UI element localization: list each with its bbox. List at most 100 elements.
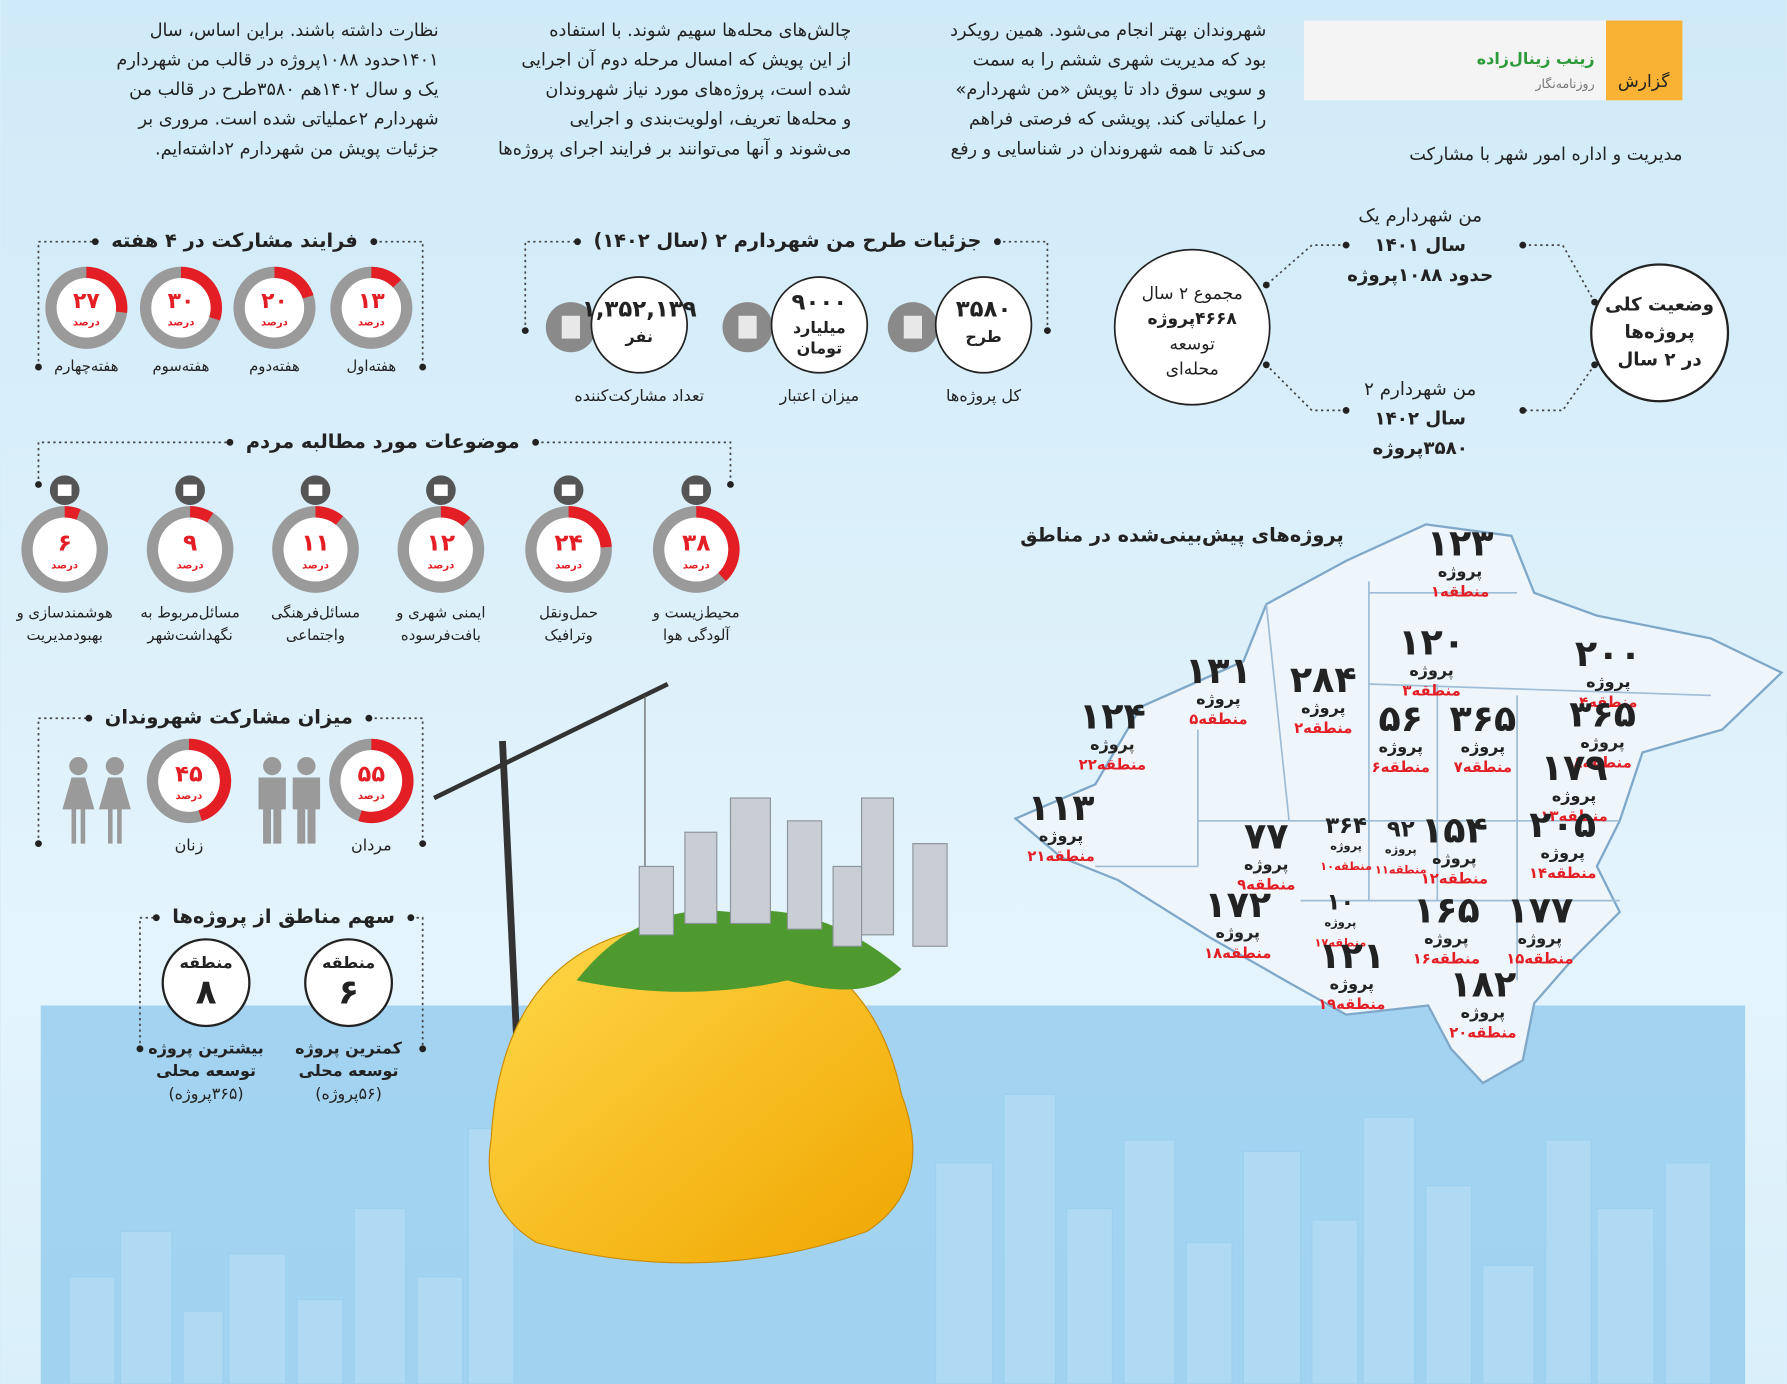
percent-unit: درصد bbox=[177, 559, 204, 571]
topic-label: واجتماعی bbox=[286, 627, 345, 644]
connector-dot bbox=[532, 439, 539, 446]
share-caption: (۳۶۵پروژه) bbox=[168, 1084, 243, 1104]
region-unit: پروژه bbox=[1244, 854, 1288, 874]
page: من شهردارم html, body { margin: 0; paddi… bbox=[0, 0, 1787, 1384]
article-line: و محله‌ها تعریف، اولویت‌بندی و اجرایی bbox=[570, 110, 852, 130]
person-head bbox=[69, 757, 87, 775]
donut-value: ۶ bbox=[58, 529, 72, 556]
detail-label: تعداد مشارکت‌کننده bbox=[574, 386, 704, 406]
article-line: و سویی سوق داد تا پویش «من شهردارم» bbox=[956, 80, 1267, 100]
section-title: فرایند مشارکت در ۴ هفته bbox=[111, 229, 358, 252]
helmet-building bbox=[730, 798, 770, 923]
person-head bbox=[297, 757, 315, 775]
skyline-building bbox=[1312, 1220, 1358, 1384]
percent-unit: درصد bbox=[358, 317, 385, 329]
detail-number: ۱,۳۵۲,۱۳۹ bbox=[582, 297, 697, 323]
region-zone: منطقه۱۰ bbox=[1320, 859, 1372, 873]
share-caption: کمترین پروژه bbox=[295, 1038, 402, 1058]
connector-dot bbox=[370, 238, 377, 245]
skyline-building bbox=[121, 1231, 172, 1384]
week-label: هفته‌چهارم bbox=[54, 358, 119, 375]
region-unit: پروژه bbox=[1461, 737, 1505, 757]
connector-dot bbox=[419, 840, 426, 847]
region-count: ۱۱۳ bbox=[1028, 786, 1095, 829]
detail-icon-glyph bbox=[738, 316, 756, 339]
skyline-building bbox=[354, 1208, 405, 1384]
region-zone: منطقه۶ bbox=[1372, 759, 1430, 776]
region-count: ۱۷۲ bbox=[1204, 883, 1271, 926]
region-unit: پروژه bbox=[1379, 737, 1423, 757]
connector-dot bbox=[137, 1045, 144, 1052]
connector-dot bbox=[419, 364, 426, 371]
region-unit: پروژه bbox=[1385, 842, 1417, 856]
region-unit: پروژه bbox=[1424, 928, 1468, 948]
region-count: ۱۷۷ bbox=[1507, 889, 1574, 932]
skyline-building bbox=[1665, 1163, 1711, 1384]
region-count: ۲۰۵ bbox=[1529, 803, 1596, 846]
percent-unit: درصد bbox=[51, 559, 78, 571]
article-line: جزئیات پویش من شهردارم ۲داشته‌ایم. bbox=[155, 139, 439, 159]
topic-label: مسائل‌مربوط به bbox=[140, 604, 239, 621]
overview-first: حدود ۱۰۸۸پروژه bbox=[1347, 265, 1493, 286]
region-unit: پروژه bbox=[1330, 974, 1374, 994]
article-line: نظارت داشته باشند. براین اساس، سال bbox=[150, 21, 439, 41]
role: روزنامه‌نگار bbox=[1534, 76, 1594, 92]
overview-total: محله‌ای bbox=[1166, 359, 1219, 379]
connector-dot bbox=[419, 1045, 426, 1052]
region-zone: منطقه۱۹ bbox=[1318, 996, 1385, 1013]
week-label: هفته‌دوم bbox=[249, 358, 300, 375]
region-unit: پروژه bbox=[1039, 826, 1083, 846]
region-unit: پروژه bbox=[1461, 1003, 1505, 1023]
connector-dot bbox=[227, 439, 234, 446]
region-zone: منطقه۱۲ bbox=[1421, 871, 1488, 888]
donut-value: ۱۲ bbox=[427, 529, 455, 556]
skyline-building bbox=[1067, 1208, 1113, 1384]
connector-dot bbox=[365, 715, 372, 722]
skyline-building bbox=[1546, 1140, 1592, 1384]
overview-second: ۳۵۸۰پروژه bbox=[1373, 438, 1468, 459]
skyline-building bbox=[229, 1254, 286, 1384]
donut-value: ۳۸ bbox=[682, 529, 710, 556]
donut-value: ۴۵ bbox=[175, 762, 203, 788]
connector-dot bbox=[1263, 282, 1270, 289]
percent-unit: درصد bbox=[73, 317, 100, 329]
topic-label: بافت‌فرسوده bbox=[401, 627, 481, 644]
region-zone: منطقه۵ bbox=[1189, 711, 1247, 728]
donut-value: ۲۰ bbox=[261, 289, 288, 314]
region-count: ۱۲۳ bbox=[1427, 521, 1494, 564]
section-title: میزان مشارکت شهروندان bbox=[105, 706, 353, 729]
overview-total: ۴۶۶۸پروژه bbox=[1148, 309, 1238, 329]
article-line: می‌شوند و آنها می‌توانند بر فرایند اجرای… bbox=[498, 137, 851, 159]
person-head bbox=[106, 757, 124, 775]
topic-icon-glyph bbox=[689, 485, 703, 496]
region-count: ۱۳۱ bbox=[1185, 649, 1252, 692]
article-line: را عملیاتی کند. پویشی که فرصتی فراهم bbox=[969, 110, 1266, 130]
donut-value: ۱۳ bbox=[358, 289, 385, 314]
skyline-building bbox=[297, 1300, 343, 1384]
percent-unit: درصد bbox=[358, 790, 385, 802]
detail-label: میزان اعتبار bbox=[779, 386, 860, 406]
article-line: بود که مدیریت شهری ششم را به سمت bbox=[973, 50, 1267, 70]
helmet-building bbox=[787, 821, 821, 929]
region-zone: منطقه۱۱ bbox=[1375, 862, 1427, 876]
region-unit: پروژه bbox=[1586, 672, 1630, 692]
helmet-building bbox=[833, 866, 862, 946]
connector-dot bbox=[1519, 242, 1526, 249]
detail-unit: میلیارد bbox=[793, 318, 846, 337]
overview-title: وضعیت کلی bbox=[1605, 295, 1714, 316]
connector-dot bbox=[35, 840, 42, 847]
article-line: مدیریت و اداره امور شهر با مشارکت bbox=[1409, 145, 1682, 165]
region-unit: پروژه bbox=[1409, 661, 1453, 681]
region-count: ۱۲۴ bbox=[1079, 695, 1146, 738]
detail-icon-glyph bbox=[562, 316, 580, 339]
region-unit: پروژه bbox=[1216, 923, 1260, 943]
topic-icon-glyph bbox=[58, 485, 72, 496]
helmet-building bbox=[913, 844, 947, 947]
skyline-building bbox=[183, 1311, 223, 1384]
region-count: ۲۰۰ bbox=[1575, 632, 1642, 675]
region-unit: پروژه bbox=[1540, 843, 1584, 863]
region-count: ۳۶۵ bbox=[1450, 697, 1517, 740]
detail-icon-glyph bbox=[904, 316, 922, 339]
share-caption: توسعه محلی bbox=[156, 1061, 256, 1080]
article-line: می‌کند تا همه شهروندان در شناسایی و رفع bbox=[951, 139, 1267, 159]
